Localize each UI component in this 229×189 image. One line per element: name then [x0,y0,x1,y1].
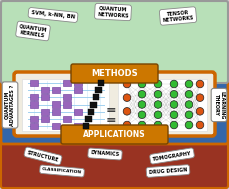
Circle shape [185,111,193,119]
Text: DYNAMICS: DYNAMICS [90,150,120,157]
Circle shape [170,101,178,108]
Circle shape [123,108,131,115]
FancyBboxPatch shape [1,1,228,83]
Circle shape [154,80,162,88]
Text: QUANTUM
ADVANTAGES ?: QUANTUM ADVANTAGES ? [5,84,15,126]
FancyBboxPatch shape [63,101,71,108]
FancyBboxPatch shape [90,101,97,108]
Text: STRUCTURE: STRUCTURE [27,150,60,162]
FancyBboxPatch shape [52,101,60,108]
FancyBboxPatch shape [22,78,109,130]
Circle shape [170,80,178,88]
Text: DRUG DESIGN: DRUG DESIGN [149,167,187,175]
FancyBboxPatch shape [14,72,215,136]
Circle shape [185,91,193,98]
FancyBboxPatch shape [93,94,99,100]
Text: SVM, k-NN, BN: SVM, k-NN, BN [31,10,75,20]
FancyBboxPatch shape [41,108,49,115]
FancyBboxPatch shape [30,80,38,86]
Circle shape [138,80,146,88]
FancyBboxPatch shape [71,64,158,83]
FancyBboxPatch shape [83,123,89,129]
FancyBboxPatch shape [52,108,60,115]
FancyBboxPatch shape [52,87,60,93]
Circle shape [154,101,162,108]
Text: TENSOR
NETWORKS: TENSOR NETWORKS [162,9,194,23]
Circle shape [185,80,193,88]
FancyBboxPatch shape [52,123,60,129]
FancyBboxPatch shape [1,50,228,144]
Circle shape [123,94,131,101]
Circle shape [170,91,178,98]
Circle shape [170,121,178,129]
FancyBboxPatch shape [41,116,49,122]
FancyBboxPatch shape [30,123,38,129]
FancyBboxPatch shape [30,101,38,108]
Circle shape [138,111,146,119]
Circle shape [185,121,193,129]
FancyBboxPatch shape [74,80,82,86]
FancyBboxPatch shape [74,123,82,129]
Text: =: = [106,105,116,118]
Circle shape [170,111,178,119]
FancyBboxPatch shape [74,87,82,93]
Text: APPLICATIONS: APPLICATIONS [83,130,146,139]
Text: LEARNING
THEORY: LEARNING THEORY [214,91,224,119]
Text: TOMOGRAPHY: TOMOGRAPHY [152,150,192,162]
FancyBboxPatch shape [74,108,82,115]
Text: METHODS: METHODS [91,69,138,78]
FancyBboxPatch shape [30,116,38,122]
FancyBboxPatch shape [30,94,38,100]
Text: QUANTUM
NETWORKS: QUANTUM NETWORKS [97,6,129,18]
Circle shape [196,121,204,129]
Circle shape [154,121,162,129]
FancyBboxPatch shape [61,125,168,144]
Text: CLASSIFICATION: CLASSIFICATION [42,167,82,175]
Circle shape [196,80,204,88]
FancyBboxPatch shape [63,116,71,122]
Circle shape [138,91,146,98]
Circle shape [196,108,204,115]
Text: =: = [106,114,116,126]
Circle shape [138,121,146,129]
FancyBboxPatch shape [63,80,71,86]
Circle shape [123,121,131,129]
FancyBboxPatch shape [98,80,104,86]
FancyBboxPatch shape [117,78,207,130]
Circle shape [196,94,204,101]
Circle shape [185,101,193,108]
FancyBboxPatch shape [88,109,94,115]
Circle shape [154,111,162,119]
FancyBboxPatch shape [63,94,71,100]
Circle shape [138,101,146,108]
FancyBboxPatch shape [1,122,228,188]
FancyBboxPatch shape [41,87,49,93]
FancyBboxPatch shape [95,87,102,93]
FancyBboxPatch shape [41,94,49,100]
Circle shape [154,91,162,98]
Text: QUANTUM
KERNELS: QUANTUM KERNELS [18,24,48,38]
FancyBboxPatch shape [85,116,92,122]
Circle shape [123,80,131,88]
